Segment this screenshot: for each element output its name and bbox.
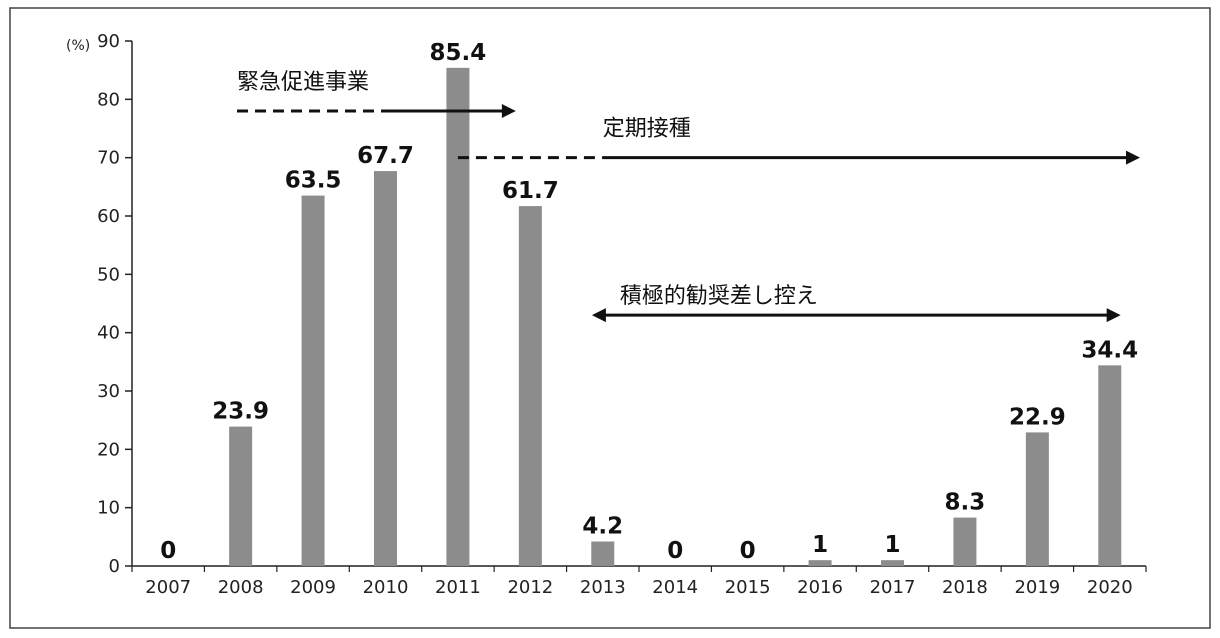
- y-tick-label: 30: [97, 381, 120, 402]
- y-tick-label: 70: [97, 148, 120, 169]
- x-tick-label: 2017: [870, 577, 916, 598]
- data-label: 1: [884, 532, 900, 558]
- x-tick-label: 2020: [1087, 577, 1133, 598]
- y-tick-label: 40: [97, 323, 120, 344]
- bar: [953, 517, 977, 566]
- annotation-label: 定期接種: [603, 117, 691, 142]
- data-label: 0: [160, 538, 176, 564]
- annotation-arrowhead: [1106, 308, 1121, 323]
- data-label: 0: [667, 538, 683, 564]
- bar: [374, 171, 397, 567]
- x-tick-label: 2019: [1014, 577, 1060, 598]
- bar: [591, 541, 615, 566]
- annotation-arrowhead: [1126, 150, 1140, 165]
- data-label: 61.7: [502, 178, 559, 204]
- data-label: 85.4: [430, 40, 487, 66]
- y-tick-label: 80: [97, 89, 120, 110]
- data-label: 34.4: [1081, 337, 1138, 363]
- y-tick-label: 90: [97, 31, 120, 52]
- x-tick-label: 2015: [725, 577, 771, 598]
- x-tick-label: 2013: [580, 577, 626, 598]
- x-tick-label: 2008: [218, 577, 264, 598]
- data-label: 8.3: [945, 490, 986, 516]
- data-label: 4.2: [582, 514, 623, 540]
- x-tick-label: 2014: [652, 577, 698, 598]
- data-label: 22.9: [1009, 404, 1066, 430]
- bar: [881, 560, 904, 566]
- y-tick-label: 20: [97, 439, 120, 460]
- annotation-arrowhead: [591, 308, 606, 323]
- y-axis-unit: (%): [66, 38, 90, 54]
- bar: [1098, 365, 1122, 566]
- x-tick-label: 2012: [507, 577, 553, 598]
- x-tick-label: 2011: [435, 577, 481, 598]
- x-tick-label: 2007: [145, 577, 191, 598]
- y-tick-label: 50: [97, 264, 120, 285]
- x-tick-label: 2016: [797, 577, 843, 598]
- chart-frame: [9, 7, 1211, 629]
- data-label: 67.7: [357, 143, 414, 169]
- x-tick-label: 2010: [363, 577, 409, 598]
- data-label: 23.9: [212, 399, 269, 425]
- data-label: 63.5: [285, 168, 342, 194]
- annotation-label: 緊急促進事業: [237, 70, 369, 95]
- annotation-label: 積極的勧奨差し控え: [620, 284, 818, 309]
- bar: [518, 206, 542, 567]
- y-tick-label: 0: [109, 556, 120, 577]
- bar: [446, 67, 470, 566]
- annotation-arrowhead: [501, 104, 516, 118]
- data-label: 1: [812, 532, 828, 558]
- bar: [229, 426, 253, 566]
- y-tick-label: 10: [97, 498, 120, 519]
- bar: [301, 195, 325, 567]
- bar: [808, 560, 832, 566]
- bar: [1025, 432, 1049, 566]
- y-tick-label: 60: [97, 206, 120, 227]
- x-tick-label: 2009: [290, 577, 336, 598]
- data-label: 0: [740, 538, 756, 564]
- x-tick-label: 2018: [942, 577, 988, 598]
